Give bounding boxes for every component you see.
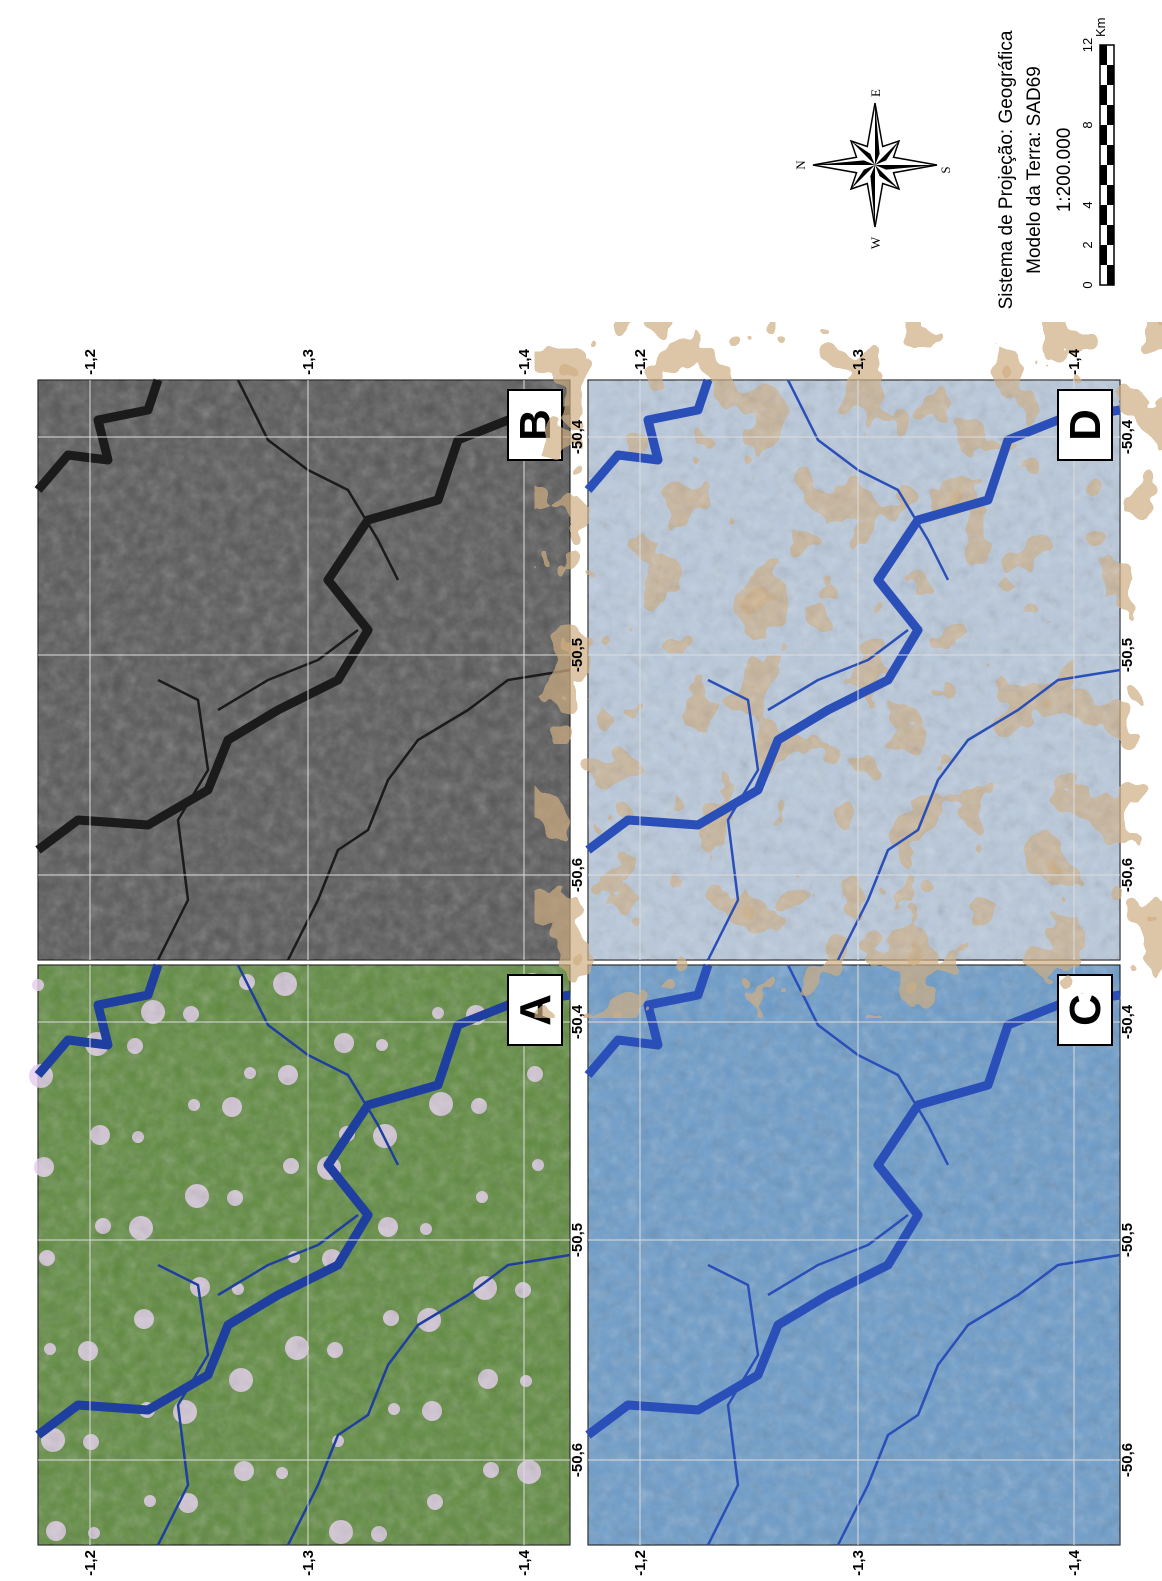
latitude-label: -1,4 <box>516 348 533 375</box>
scale-label: 12 <box>1080 38 1095 52</box>
latitude-label: -1,4 <box>1066 1549 1083 1576</box>
page: {"panels":[{"label":"A"},{"label":"B"},{… <box>0 0 1162 1581</box>
longitude-label: -50,6 <box>1119 858 1136 892</box>
latitude-label: -1,3 <box>850 349 867 375</box>
scale-segment <box>1107 185 1114 205</box>
latitude-label: -1,2 <box>82 349 99 375</box>
longitude-label: -50,4 <box>569 419 586 454</box>
scale-segment <box>1100 165 1107 185</box>
scale-segment <box>1100 125 1107 145</box>
panels: A B C D <box>29 380 1120 1545</box>
scale-label: 4 <box>1080 201 1095 208</box>
compass: N S E W <box>793 89 953 249</box>
scale-segment <box>1107 65 1114 85</box>
scale-segment <box>1100 245 1107 265</box>
longitude-label: -50,6 <box>569 1443 586 1477</box>
latitude-label: -1,3 <box>850 1550 867 1576</box>
legend-text: Sistema de Projeção: Geográfica <box>996 30 1017 309</box>
legend: N S E W Sistema de Projeção: Geográfica Model… <box>793 18 1114 310</box>
longitude-label: -50,6 <box>1119 1443 1136 1477</box>
legend-text: Modelo da Terra: SAD69 <box>1024 66 1045 274</box>
scale-segment <box>1107 225 1114 245</box>
map-panel: A <box>29 965 570 1545</box>
scale-segment <box>1107 265 1114 285</box>
compass-east: E <box>868 89 883 97</box>
latitude-label: -1,4 <box>516 1549 533 1576</box>
scale-segment <box>1100 85 1107 105</box>
longitude-label: -50,4 <box>569 1004 586 1039</box>
scale-segment <box>1107 105 1114 125</box>
panel-label: A <box>511 994 560 1026</box>
map-panel: B <box>38 380 570 960</box>
longitude-label: -50,4 <box>1119 419 1136 454</box>
longitude-label: -50,6 <box>569 858 586 892</box>
scale-segment <box>1100 45 1107 65</box>
scale-label: 2 <box>1080 241 1095 248</box>
panel-label: C <box>1061 994 1110 1026</box>
longitude-label: -50,4 <box>1119 1004 1136 1039</box>
scale-label: 0 <box>1080 281 1095 288</box>
legend-text: 1:200.000 <box>1054 128 1075 213</box>
latitude-label: -1,2 <box>632 1550 649 1576</box>
panel-label: D <box>1061 409 1110 441</box>
figure: A B C D -1,2 -1,3 -1,4 -50,6 -50,5 -50,4 -1,2 -1,3… <box>0 0 1162 1581</box>
scale-unit: Km <box>1093 18 1108 38</box>
compass-north: N <box>793 160 808 170</box>
longitude-label: -50,5 <box>1119 638 1136 672</box>
latitude-label: -1,4 <box>1066 348 1083 375</box>
scale-segment <box>1107 145 1114 165</box>
latitude-label: -1,2 <box>632 349 649 375</box>
map-panel: C <box>588 965 1120 1545</box>
latitude-label: -1,2 <box>82 1550 99 1576</box>
panel-label: B <box>511 409 560 441</box>
compass-west: W <box>868 236 883 249</box>
compass-south: S <box>938 166 953 173</box>
longitude-label: -50,5 <box>569 638 586 672</box>
latitude-label: -1,3 <box>300 349 317 375</box>
longitude-label: -50,5 <box>1119 1223 1136 1257</box>
latitude-label: -1,3 <box>300 1550 317 1576</box>
map-panel: D <box>588 380 1120 960</box>
scale-label: 8 <box>1080 121 1095 128</box>
longitude-label: -50,5 <box>569 1223 586 1257</box>
scale-segment <box>1100 205 1107 225</box>
